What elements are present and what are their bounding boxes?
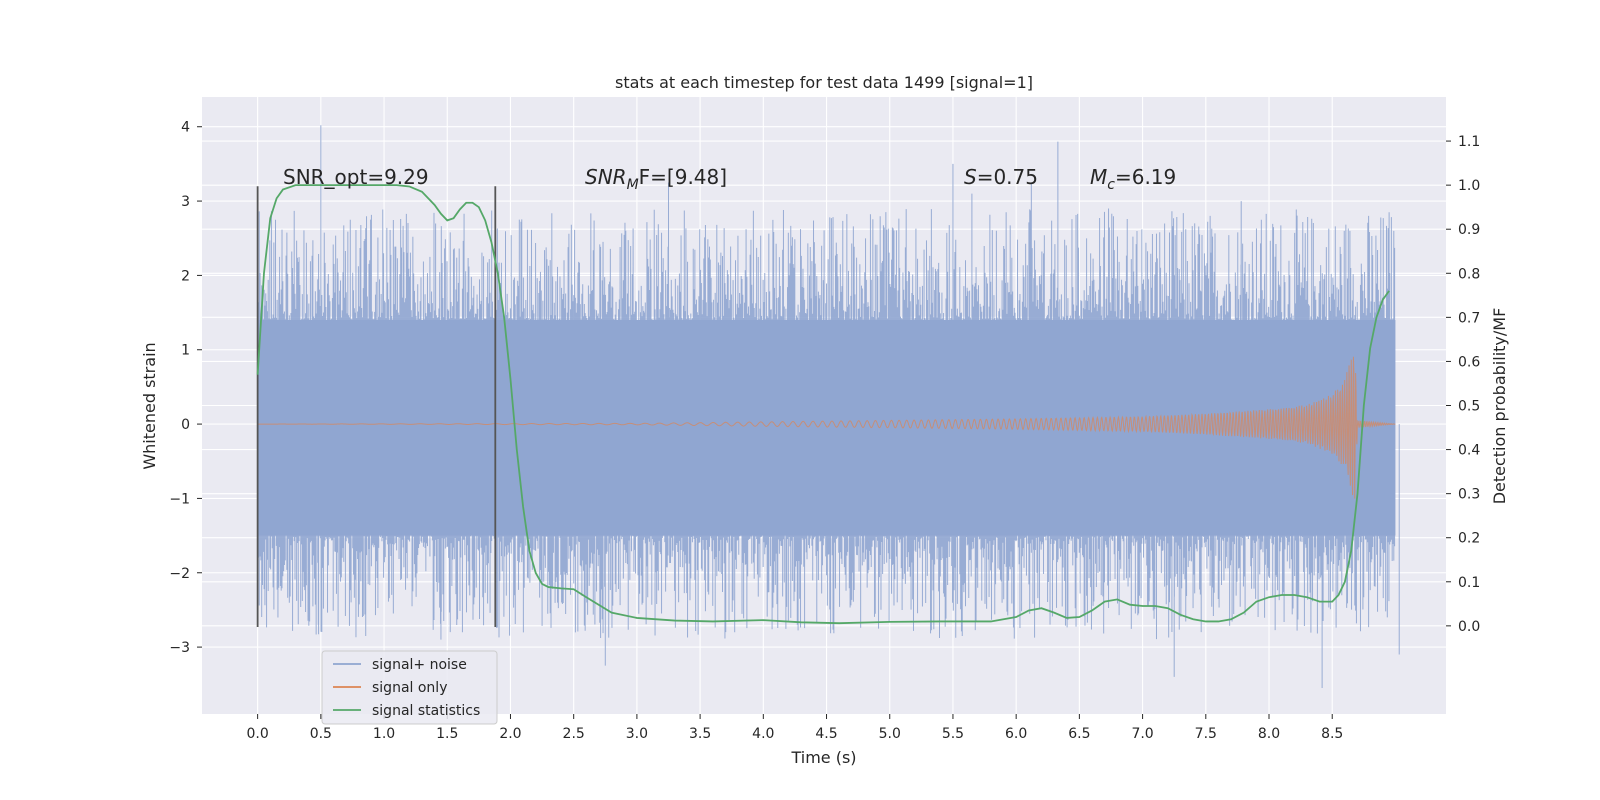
y2-tick-label: 1.1 bbox=[1458, 134, 1480, 150]
y-tick-label: 0 bbox=[181, 417, 190, 433]
s-symbol: S bbox=[964, 165, 977, 189]
y2-tick-label: 0.8 bbox=[1458, 266, 1480, 282]
x-tick-label: 6.0 bbox=[1005, 726, 1027, 742]
mc-value: =6.19 bbox=[1115, 165, 1176, 189]
signal-statistics-series bbox=[256, 184, 1390, 625]
y2-tick-label: 0.4 bbox=[1458, 443, 1480, 459]
x-tick-label: 1.0 bbox=[373, 726, 395, 742]
y-tick-label: −3 bbox=[169, 640, 190, 656]
stats-series-layer bbox=[256, 184, 1390, 625]
y2-axis-label: Detection probability/MF bbox=[1490, 308, 1509, 505]
x-axis-label: Time (s) bbox=[790, 748, 856, 767]
x-tick-label: 4.0 bbox=[752, 726, 774, 742]
legend-label-signal-noise: signal+ noise bbox=[372, 657, 467, 673]
x-tick-label: 7.0 bbox=[1131, 726, 1153, 742]
legend-box bbox=[321, 650, 498, 725]
x-tick-label: 6.5 bbox=[1068, 726, 1090, 742]
y2-tick-label: 0.1 bbox=[1458, 575, 1480, 591]
x-tick-label: 3.0 bbox=[626, 726, 648, 742]
x-tick-label: 7.5 bbox=[1195, 726, 1217, 742]
x-tick-label: 8.5 bbox=[1321, 726, 1343, 742]
legend-label-signal-only: signal only bbox=[372, 680, 447, 696]
signal-series-layer bbox=[257, 356, 1396, 499]
y-tick-label: −1 bbox=[169, 491, 190, 507]
y-axis-label: Whitened strain bbox=[140, 342, 159, 469]
y-tick-label: 2 bbox=[181, 268, 190, 284]
x-tick-label: 3.5 bbox=[689, 726, 711, 742]
x-tick-label: 4.5 bbox=[815, 726, 837, 742]
mc-symbol: M bbox=[1090, 165, 1107, 189]
y-tick-label: 1 bbox=[181, 343, 190, 359]
y2-tick-label: 0.3 bbox=[1458, 487, 1480, 503]
signal-only-series bbox=[257, 356, 1396, 499]
y2-tick-label: 0.7 bbox=[1458, 310, 1480, 326]
chart-title: stats at each timestep for test data 149… bbox=[615, 73, 1033, 92]
y2-tick-label: 0.6 bbox=[1458, 354, 1480, 370]
s-value: =0.75 bbox=[977, 165, 1038, 189]
y-tick-label: −2 bbox=[169, 566, 190, 582]
s-annotation: S=0.75 bbox=[964, 165, 1038, 189]
x-tick-label: 1.5 bbox=[436, 726, 458, 742]
y2-tick-label: 0.5 bbox=[1458, 399, 1480, 415]
x-tick-label: 5.5 bbox=[942, 726, 964, 742]
snr-mf-subscript: M bbox=[627, 177, 639, 193]
y-tick-label: 4 bbox=[181, 120, 190, 136]
y2-tick-label: 0.2 bbox=[1458, 531, 1480, 547]
x-tick-label: 5.0 bbox=[879, 726, 901, 742]
mc-annotation: Mc=6.19 bbox=[1090, 165, 1176, 193]
snr-mf-annotation: SNRMF=[9.48] bbox=[585, 165, 727, 193]
snr-mf-prefix: SNR bbox=[585, 165, 627, 189]
snr-opt-annotation: SNR_opt=9.29 bbox=[283, 165, 429, 189]
x-tick-label: 2.0 bbox=[499, 726, 521, 742]
y2-tick-label: 0.0 bbox=[1458, 619, 1480, 635]
legend-label-signal-statistics: signal statistics bbox=[372, 703, 480, 719]
x-tick-label: 8.0 bbox=[1258, 726, 1280, 742]
x-tick-label: 0.5 bbox=[310, 726, 332, 742]
snr-mf-suffix: F=[9.48] bbox=[639, 165, 727, 189]
y2-tick-label: 1.0 bbox=[1458, 178, 1480, 194]
y2-tick-label: 0.9 bbox=[1458, 222, 1480, 238]
y-tick-label: 3 bbox=[181, 194, 190, 210]
mc-subscript: c bbox=[1107, 177, 1115, 193]
x-tick-label: 0.0 bbox=[246, 726, 268, 742]
tick-layer: 0.0 0.5 1.0 1.5 2.0 2.5 3.0 3.5 4.0 4.5 5.0 5.5 6.0 6… bbox=[169, 120, 1480, 742]
x-tick-label: 2.5 bbox=[563, 726, 585, 742]
legend: signal+ noise signal only signal statist… bbox=[321, 650, 498, 725]
